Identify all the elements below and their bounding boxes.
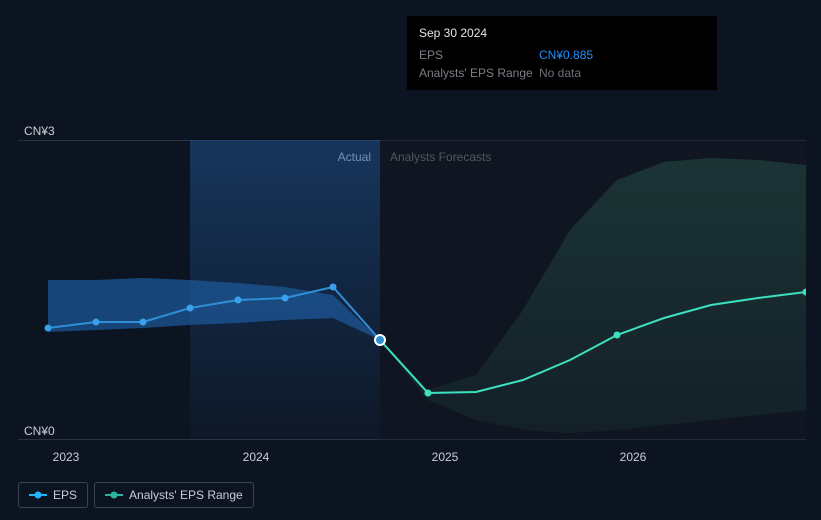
x-tick: 2024 [243, 450, 270, 464]
tooltip-range-value: No data [539, 64, 581, 82]
tooltip-range-label: Analysts' EPS Range [419, 64, 539, 82]
legend-label-eps: EPS [53, 488, 77, 502]
legend-item-eps[interactable]: EPS [18, 482, 88, 508]
y-axis-label-top: CN¥3 [24, 124, 55, 138]
plot-area[interactable] [18, 140, 806, 440]
tooltip: Sep 30 2024 EPS CN¥0.885 Analysts' EPS R… [407, 16, 717, 90]
legend-label-range: Analysts' EPS Range [129, 488, 243, 502]
plot-svg [18, 140, 806, 440]
tooltip-row-range: Analysts' EPS Range No data [419, 64, 705, 82]
x-tick: 2023 [53, 450, 80, 464]
eps-forecast-chart: { "tooltip": { "date": "Sep 30 2024", "r… [0, 0, 821, 520]
legend: EPS Analysts' EPS Range [18, 482, 254, 508]
tooltip-row-eps: EPS CN¥0.885 [419, 46, 705, 64]
tooltip-eps-value: CN¥0.885 [539, 46, 593, 64]
legend-swatch-eps [29, 491, 47, 499]
legend-swatch-range [105, 491, 123, 499]
x-tick: 2026 [620, 450, 647, 464]
tooltip-date: Sep 30 2024 [419, 24, 705, 42]
x-tick: 2025 [432, 450, 459, 464]
tooltip-eps-label: EPS [419, 46, 539, 64]
legend-item-range[interactable]: Analysts' EPS Range [94, 482, 254, 508]
